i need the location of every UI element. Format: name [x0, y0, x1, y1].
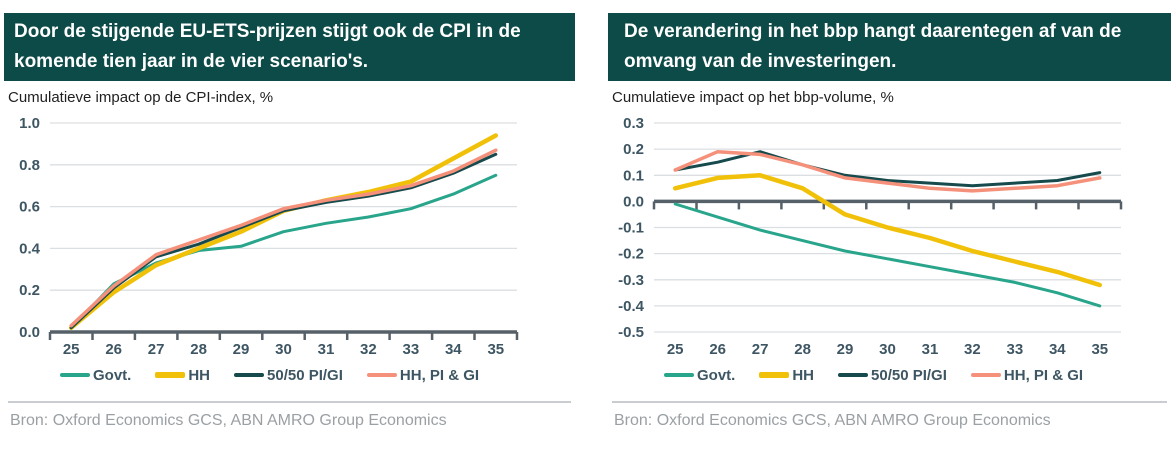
y-tick-label: 0.2	[19, 282, 40, 299]
legend-swatch-govt	[664, 373, 694, 377]
y-tick-label: -0.5	[618, 324, 644, 341]
x-tick-label: 27	[148, 341, 165, 358]
y-tick-label: 0.0	[623, 193, 644, 210]
x-tick-label: 35	[1091, 341, 1108, 358]
x-tick-label: 30	[275, 341, 292, 358]
x-tick-label: 31	[922, 341, 939, 358]
x-tick-label: 25	[667, 341, 684, 358]
legend-item-hh-pi-gi: HH, PI & GI	[970, 366, 1084, 384]
x-tick-label: 31	[318, 341, 335, 358]
legend-label-hh-pi-gi: HH, PI & GI	[1003, 366, 1084, 384]
legend-label-50-50-pi-gi: 50/50 PI/GI	[871, 366, 947, 384]
legend-swatch-hh	[759, 372, 790, 378]
legend-swatch-hh-pi-gi	[970, 372, 1001, 378]
cpi-panel: Door de stijgende EU-ETS-prijzen stijgt …	[4, 13, 575, 430]
x-tick-label: 26	[709, 341, 726, 358]
legend-swatch-govt	[60, 373, 90, 377]
x-tick-label: 35	[487, 341, 504, 358]
legend-label-hh: HH	[792, 366, 815, 384]
x-tick-label: 32	[360, 341, 377, 358]
y-tick-label: 0.6	[19, 199, 40, 216]
legend-item-hh-pi-gi: HH, PI & GI	[366, 366, 480, 384]
legend-label-hh-pi-gi: HH, PI & GI	[399, 366, 480, 384]
x-tick-label: 29	[233, 341, 250, 358]
legend-label-govt: Govt.	[93, 366, 132, 384]
bbp-panel-divider	[612, 401, 1167, 403]
bbp-panel-subtitle: Cumulatieve impact op het bbp-volume, %	[612, 89, 894, 106]
y-tick-label: -0.3	[618, 272, 644, 289]
cpi-line-chart: 1.0 0.8 0.6 0.4 0.2 0.0 25 26 27 28 29 30 31 32 33 34 35	[19, 115, 519, 358]
legend-swatch-50-50-pi-gi	[234, 373, 265, 377]
cpi-chart-legend: Govt. HH 50/50 PI/GI HH, PI & GI	[4, 363, 575, 387]
legend-label-hh: HH	[188, 366, 211, 384]
series-line-hh-pi-gi	[69, 148, 498, 328]
legend-item-50-50-pi-gi: 50/50 PI/GI	[838, 367, 947, 384]
series-line-50-50-pi-gi	[69, 152, 498, 330]
cpi-panel-subtitle: Cumulatieve impact op de CPI-index, %	[8, 89, 274, 106]
x-tick-label: 26	[105, 341, 122, 358]
y-tick-label: 1.0	[19, 115, 40, 132]
legend-swatch-hh	[155, 372, 186, 378]
x-tick-label: 34	[1049, 341, 1066, 358]
y-tick-label: 0.1	[623, 167, 644, 184]
legend-item-govt: Govt.	[664, 367, 735, 384]
legend-item-govt: Govt.	[60, 367, 131, 384]
x-tick-label: 32	[964, 341, 981, 358]
legend-item-hh: HH	[155, 367, 210, 384]
legend-item-50-50-pi-gi: 50/50 PI/GI	[234, 367, 343, 384]
cpi-panel-title: Door de stijgende EU-ETS-prijzen stijgt …	[4, 13, 575, 81]
x-tick-label: 34	[445, 341, 462, 358]
series-line-govt	[69, 173, 498, 330]
legend-swatch-hh-pi-gi	[366, 372, 397, 378]
y-tick-label: 0.0	[19, 324, 40, 341]
x-tick-label: 28	[190, 341, 207, 358]
bbp-panel-title: De verandering in het bbp hangt daarente…	[608, 13, 1171, 81]
x-tick-label: 28	[794, 341, 811, 358]
series-line-50-50-pi-gi	[673, 150, 1102, 188]
cpi-panel-divider	[8, 401, 571, 403]
series-line-govt	[673, 202, 1102, 308]
legend-item-hh: HH	[759, 367, 814, 384]
bbp-panel: De verandering in het bbp hangt daarente…	[608, 13, 1171, 430]
x-tick-label: 29	[837, 341, 854, 358]
bbp-chart-legend: Govt. HH 50/50 PI/GI HH, PI & GI	[608, 363, 1171, 387]
bbp-source-note: Bron: Oxford Economics GCS, ABN AMRO Gro…	[614, 412, 1051, 429]
y-tick-label: -0.2	[618, 246, 644, 263]
x-tick-label: 25	[63, 341, 80, 358]
y-tick-label: -0.4	[618, 298, 645, 315]
cpi-source-note: Bron: Oxford Economics GCS, ABN AMRO Gro…	[10, 412, 447, 429]
x-tick-label: 33	[1007, 341, 1024, 358]
y-tick-label: 0.3	[623, 115, 644, 132]
series-line-hh	[672, 173, 1103, 288]
x-tick-label: 27	[752, 341, 769, 358]
y-tick-label: 0.2	[623, 141, 644, 158]
x-tick-label: 33	[403, 341, 420, 358]
series-line-hh-pi-gi	[673, 149, 1102, 193]
y-tick-label: 0.4	[19, 240, 41, 257]
legend-swatch-50-50-pi-gi	[838, 373, 869, 377]
bbp-line-chart: 0.3 0.2 0.1 0.0 -0.1 -0.2 -0.3 -0.4 -0.5 25 26 27 28…	[618, 115, 1123, 358]
y-tick-label: -0.1	[618, 220, 644, 237]
y-tick-label: 0.8	[19, 157, 40, 174]
x-tick-label: 30	[879, 341, 896, 358]
legend-label-50-50-pi-gi: 50/50 PI/GI	[267, 366, 343, 384]
legend-label-govt: Govt.	[697, 366, 736, 384]
chart-panels: Door de stijgende EU-ETS-prijzen stijgt …	[4, 13, 1175, 430]
